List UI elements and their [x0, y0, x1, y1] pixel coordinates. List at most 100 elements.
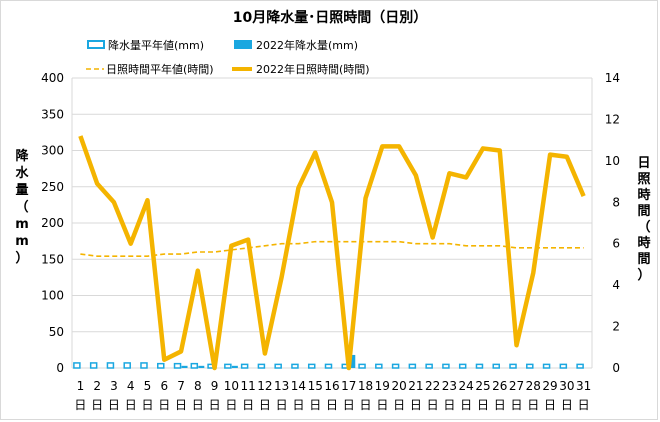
bar-2022-precip	[349, 354, 356, 368]
x-tick-sublabel: 日	[326, 398, 338, 412]
x-tick-sublabel: 日	[242, 398, 254, 412]
left-tick-label: 350	[41, 107, 64, 121]
x-tick-sublabel: 日	[125, 398, 137, 412]
x-tick-label: 24	[459, 379, 474, 393]
bar-normal-precip	[425, 363, 433, 369]
x-tick-sublabel: 日	[360, 398, 372, 412]
left-axis-title-char: m	[15, 234, 29, 249]
bar-normal-precip	[257, 363, 266, 369]
right-tick-label: 6	[612, 237, 620, 251]
left-axis-title-char: ）	[15, 250, 28, 266]
x-tick-label: 21	[408, 379, 423, 393]
x-tick-sublabel: 日	[376, 398, 388, 412]
left-axis-title-char: 量	[15, 183, 28, 198]
bar-normal-precip	[324, 363, 333, 369]
bar-normal-precip	[89, 362, 98, 369]
left-tick-label: 0	[56, 361, 64, 375]
left-axis-title-char: 降	[15, 148, 29, 164]
sunshine-lines	[78, 135, 586, 371]
right-axis-title-char: 照	[637, 172, 650, 187]
right-axis-title-char: 間	[637, 204, 650, 219]
bar-2022-precip	[181, 365, 188, 368]
right-tick-label: 10	[605, 154, 620, 168]
right-tick-label: 8	[612, 195, 620, 209]
right-axis-title-char: 時	[637, 187, 650, 203]
x-tick-label: 4	[127, 379, 135, 393]
x-tick-sublabel: 日	[259, 398, 271, 412]
x-tick-label: 18	[358, 379, 373, 393]
x-tick-sublabel: 日	[561, 398, 573, 412]
left-axis-title-char: （	[15, 199, 28, 215]
bar-normal-precip	[375, 363, 383, 369]
legend-swatch-2022-precip	[234, 40, 252, 49]
x-tick-sublabel: 日	[393, 398, 405, 412]
x-tick-sublabel: 日	[292, 398, 304, 412]
left-axis-ticks: 0 50 100 150 200 250 300 350 400	[41, 71, 64, 375]
x-tick-sublabel: 日	[108, 398, 120, 412]
x-tick-sublabel: 日	[141, 398, 153, 412]
right-axis-title-char: 間	[637, 252, 650, 267]
line-normal-sunshine	[80, 240, 584, 257]
bar-normal-precip	[358, 363, 366, 369]
x-tick-label: 5	[144, 379, 152, 393]
left-tick-label: 200	[41, 216, 64, 230]
x-tick-label: 29	[542, 379, 557, 393]
x-tick-sublabel: 日	[494, 398, 506, 412]
left-tick-label: 300	[41, 144, 64, 158]
x-tick-sublabel: 日	[460, 398, 472, 412]
x-tick-sublabel: 日	[209, 398, 221, 412]
x-tick-sublabel: 日	[276, 398, 288, 412]
bar-normal-precip	[274, 363, 282, 369]
bar-normal-precip	[526, 363, 534, 369]
right-tick-label: 0	[612, 361, 620, 375]
x-tick-label: 15	[308, 379, 323, 393]
bar-normal-precip	[73, 362, 81, 369]
legend-label-2022-sunshine: 2022年日照時間(時間)	[256, 62, 370, 76]
x-tick-sublabel: 日	[225, 398, 237, 412]
bar-normal-precip	[173, 362, 182, 369]
x-tick-sublabel: 日	[91, 398, 103, 412]
bar-normal-precip	[475, 363, 484, 369]
right-tick-label: 12	[605, 112, 620, 126]
x-tick-label: 14	[291, 379, 306, 393]
chart-title: 10月降水量･日照時間（日別）	[233, 9, 427, 26]
x-tick-sublabel: 日	[309, 398, 321, 412]
legend-label-normal-sunshine: 日照時間平年値(時間)	[106, 62, 214, 76]
x-tick-label: 6	[160, 379, 168, 393]
x-tick-sublabel: 日	[175, 398, 187, 412]
x-tick-label: 13	[274, 379, 289, 393]
x-tick-label: 30	[559, 379, 574, 393]
x-tick-label: 9	[211, 379, 219, 393]
axis-titles: 降水量（mm）日照時間（時間）	[15, 148, 650, 283]
x-tick-label: 19	[375, 379, 390, 393]
bar-normal-precip	[408, 363, 417, 369]
bar-normal-precip	[458, 363, 467, 369]
x-tick-label: 22	[425, 379, 440, 393]
x-tick-label: 2	[93, 379, 101, 393]
x-tick-label: 3	[110, 379, 118, 393]
left-tick-label: 400	[41, 71, 64, 85]
bar-normal-precip	[391, 363, 400, 369]
x-tick-sublabel: 日	[74, 398, 86, 412]
x-tick-label: 23	[442, 379, 457, 393]
x-tick-label: 20	[391, 379, 406, 393]
right-tick-label: 4	[612, 278, 620, 292]
bar-2022-precip	[198, 365, 205, 368]
x-tick-label: 12	[257, 379, 272, 393]
left-tick-label: 150	[41, 252, 64, 266]
left-axis-title-char: 水	[15, 165, 29, 181]
x-tick-label: 28	[526, 379, 541, 393]
x-tick-label: 8	[194, 379, 202, 393]
x-tick-sublabel: 日	[410, 398, 422, 412]
bar-normal-precip	[240, 363, 249, 369]
bar-normal-precip	[140, 362, 148, 369]
right-axis-ticks: 0 2 4 6 8 10 12 14	[605, 71, 620, 375]
bar-normal-precip	[492, 363, 500, 369]
x-tick-label: 10	[224, 379, 239, 393]
bar-normal-precip	[291, 363, 299, 369]
x-tick-sublabel: 日	[578, 398, 590, 412]
left-tick-label: 250	[41, 180, 64, 194]
x-tick-sublabel: 日	[343, 398, 355, 412]
